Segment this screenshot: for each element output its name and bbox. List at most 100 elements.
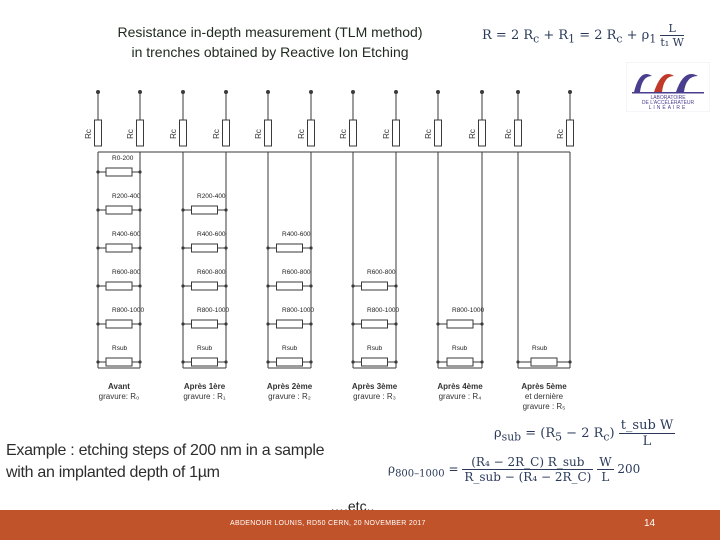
formula-part: + R: [539, 28, 569, 43]
formula-sub: 1: [649, 32, 657, 46]
layer-resistor: [105, 357, 133, 367]
layer-resistor-label: R800-1000: [197, 307, 230, 314]
terminal-dot: [224, 90, 228, 94]
contact-resistor-label: Rc: [169, 129, 178, 139]
junction-dot: [309, 246, 313, 250]
terminal-dot: [516, 90, 520, 94]
contact-resistor: [179, 119, 187, 147]
junction-dot: [181, 246, 185, 250]
junction-dot: [138, 322, 142, 326]
terminal-dot: [96, 90, 100, 94]
layer-resistor: [105, 281, 133, 291]
layer-resistor: [191, 319, 218, 329]
junction-dot: [224, 246, 228, 250]
contact-resistor: [94, 119, 102, 147]
junction-dot: [480, 322, 484, 326]
layer-resistor-label: Rsub: [282, 345, 298, 352]
layer-resistor-label: R200-400: [112, 193, 141, 200]
step-caption: Après 5ème: [521, 382, 567, 391]
junction-dot: [436, 322, 440, 326]
rho-sub-formula: ρsub = (R5 − 2 Rc) t_sub W L: [494, 418, 676, 449]
contact-resistor-label: Rc: [556, 129, 565, 139]
junction-dot: [138, 284, 142, 288]
contact-resistor-label: Rc: [382, 129, 391, 139]
example-line-1: Example : etching steps of 200 nm in a s…: [6, 442, 325, 459]
terminal-dot: [309, 90, 313, 94]
contact-resistor-label: Rc: [84, 129, 93, 139]
terminal-dot: [480, 90, 484, 94]
junction-dot: [394, 284, 398, 288]
layer-resistor-label: Rsub: [197, 345, 213, 352]
terminal-dot: [351, 90, 355, 94]
junction-dot: [568, 360, 572, 364]
layer-resistor-label: R600-800: [282, 269, 311, 276]
step-caption: gravure : R₂: [268, 392, 311, 401]
logo-text: DE L'ACCÉLÉRATEUR: [642, 99, 695, 106]
fraction-numerator: (R₄ − 2R_C) R_sub: [462, 455, 594, 470]
contact-resistor-label: Rc: [424, 129, 433, 139]
junction-dot: [96, 360, 100, 364]
junction-dot: [181, 322, 185, 326]
layer-resistor: [105, 319, 133, 329]
formula-part: = 2 R: [575, 28, 617, 43]
step-caption: gravure : R₄: [439, 392, 482, 401]
layer-resistor-label: Rsub: [112, 345, 128, 352]
contact-resistor: [264, 119, 272, 147]
formula-fraction: W L: [597, 455, 614, 484]
layer-resistor-label: R800-1000: [282, 307, 315, 314]
layer-resistor: [446, 357, 474, 367]
formula-part: ρ: [388, 462, 396, 476]
formula-part: ): [609, 426, 615, 441]
step-caption: et dernière: [525, 392, 564, 401]
layer-resistor: [105, 167, 133, 177]
junction-dot: [309, 322, 313, 326]
contact-resistor-label: Rc: [339, 129, 348, 139]
fraction-denominator: L: [642, 434, 652, 449]
layer-resistor-label: R600-800: [367, 269, 396, 276]
junction-dot: [516, 360, 520, 364]
layer-resistor-label: R600-800: [197, 269, 226, 276]
formula-part: − 2 R: [562, 426, 604, 441]
contact-resistor: [478, 119, 486, 147]
junction-dot: [138, 246, 142, 250]
step-caption: Après 1ère: [184, 382, 226, 391]
formula-sub: c: [533, 32, 540, 46]
junction-dot: [266, 246, 270, 250]
footer-bar: [0, 510, 720, 540]
junction-dot: [266, 284, 270, 288]
formula-sub: sub: [501, 430, 522, 444]
junction-dot: [394, 322, 398, 326]
example-text: Example : etching steps of 200 nm in a s…: [6, 440, 376, 484]
layer-resistor: [191, 281, 218, 291]
terminal-dot: [138, 90, 142, 94]
title-line-2: in trenches obtained by Reactive Ion Etc…: [131, 44, 409, 60]
contact-resistor-label: Rc: [468, 129, 477, 139]
example-line-2: with an implanted depth of 1µm: [6, 464, 220, 481]
junction-dot: [138, 208, 142, 212]
formula-part: = (R: [521, 426, 556, 441]
contact-resistor: [434, 119, 442, 147]
tlm-formula: R = 2 Rc + R1 = 2 Rc + ρ1 L t₁ W: [482, 22, 684, 49]
junction-dot: [224, 360, 228, 364]
layer-resistor: [276, 243, 303, 253]
layer-resistor: [361, 319, 388, 329]
formula-part: + ρ: [622, 28, 650, 43]
contact-resistor-label: Rc: [254, 129, 263, 139]
junction-dot: [266, 360, 270, 364]
step-caption: gravure : R₃: [353, 392, 396, 401]
formula-sub: c: [616, 32, 623, 46]
layer-resistor: [361, 281, 388, 291]
junction-dot: [224, 322, 228, 326]
step-caption: Avant: [108, 382, 130, 391]
lal-logo: LABORATOIRE DE L'ACCÉLÉRATEUR LINÉAIRE: [626, 62, 710, 112]
junction-dot: [224, 208, 228, 212]
terminal-dot: [181, 90, 185, 94]
layer-resistor: [191, 357, 218, 367]
contact-resistor-label: Rc: [126, 129, 135, 139]
layer-resistor-label: Rsub: [532, 345, 548, 352]
junction-dot: [351, 322, 355, 326]
contact-resistor: [392, 119, 400, 147]
junction-dot: [96, 208, 100, 212]
contact-resistor: [222, 119, 230, 147]
slide-title: Resistance in-depth measurement (TLM met…: [60, 22, 480, 62]
